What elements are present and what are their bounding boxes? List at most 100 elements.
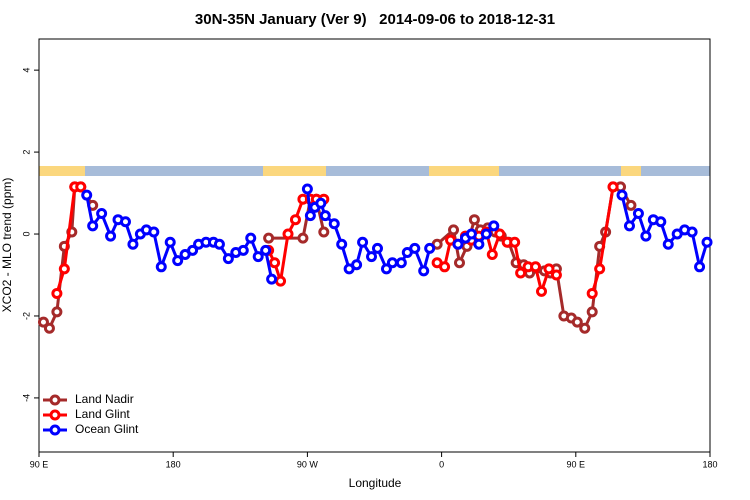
x-tick-label: 180 xyxy=(702,459,717,469)
data-point xyxy=(550,269,562,281)
data-point xyxy=(453,257,465,269)
data-point xyxy=(297,232,309,244)
data-point xyxy=(395,257,407,269)
data-point xyxy=(119,216,131,228)
data-point xyxy=(586,306,598,318)
data-point xyxy=(336,238,348,250)
data-point xyxy=(237,244,249,256)
x-tick-label: 0 xyxy=(439,459,444,469)
data-point xyxy=(625,199,637,211)
series xyxy=(37,181,637,334)
x-tick-label: 90 E xyxy=(567,459,586,469)
series xyxy=(81,183,713,285)
land-band xyxy=(429,166,499,176)
legend-label: Ocean Glint xyxy=(75,422,139,436)
data-point xyxy=(245,232,257,244)
data-point xyxy=(172,255,184,267)
data-point xyxy=(494,228,506,240)
data-point xyxy=(51,306,63,318)
y-tick-label: 4 xyxy=(21,68,31,73)
data-point xyxy=(289,214,301,226)
data-point xyxy=(418,265,430,277)
data-point xyxy=(530,261,542,273)
data-point xyxy=(148,226,160,238)
series-line xyxy=(42,185,94,331)
data-point xyxy=(380,263,392,275)
data-point xyxy=(607,181,619,193)
x-tick-label: 180 xyxy=(166,459,181,469)
data-point xyxy=(616,189,628,201)
data-point xyxy=(694,261,706,273)
data-point xyxy=(263,232,275,244)
data-point xyxy=(351,259,363,271)
data-point xyxy=(536,285,548,297)
land-mask xyxy=(39,166,710,176)
y-tick-label: -2 xyxy=(21,312,31,320)
y-tick-label: 2 xyxy=(21,150,31,155)
data-point xyxy=(58,263,70,275)
y-tick-label: 0 xyxy=(21,232,31,237)
data-point xyxy=(579,322,591,334)
data-point xyxy=(269,257,281,269)
data-point xyxy=(43,322,55,334)
land-band xyxy=(39,166,85,176)
data-point xyxy=(509,236,521,248)
data-point xyxy=(252,251,264,263)
data-point xyxy=(465,228,477,240)
x-tick-label: 90 E xyxy=(30,459,49,469)
chart-title: 30N-35N January (Ver 9) 2014-09-06 to 20… xyxy=(195,11,555,28)
data-point xyxy=(515,267,527,279)
data-point xyxy=(640,230,652,242)
data-point xyxy=(480,228,492,240)
data-point xyxy=(366,251,378,263)
data-point xyxy=(105,230,117,242)
data-point xyxy=(357,236,369,248)
data-point xyxy=(275,275,287,287)
data-point xyxy=(543,263,555,275)
data-point xyxy=(424,242,436,254)
data-point xyxy=(468,214,480,226)
data-point xyxy=(222,253,234,265)
x-axis-label: Longitude xyxy=(349,476,402,490)
ocean-band xyxy=(39,166,710,176)
data-point xyxy=(371,242,383,254)
data-point xyxy=(75,181,87,193)
data-point xyxy=(439,261,451,273)
data-point xyxy=(486,249,498,261)
legend-marker xyxy=(49,394,61,406)
legend-label: Land Nadir xyxy=(75,392,134,406)
data-point xyxy=(260,244,272,256)
data-point xyxy=(571,316,583,328)
data-point xyxy=(701,236,713,248)
data-point xyxy=(386,257,398,269)
y-axis-label: XCO2 - MLO trend (ppm) xyxy=(0,178,14,313)
data-point xyxy=(318,226,330,238)
data-point xyxy=(409,242,421,254)
data-point xyxy=(632,208,644,220)
data-point xyxy=(87,220,99,232)
data-point xyxy=(623,220,635,232)
data-point xyxy=(213,238,225,250)
data-point xyxy=(452,238,464,250)
data-point xyxy=(586,287,598,299)
data-point xyxy=(266,273,278,285)
data-point xyxy=(301,183,313,195)
data-point xyxy=(127,238,139,250)
data-point xyxy=(304,210,316,222)
data-point xyxy=(51,287,63,299)
data-point xyxy=(315,197,327,209)
data-point xyxy=(187,244,199,256)
data-point xyxy=(282,228,294,240)
data-point xyxy=(686,226,698,238)
data-point xyxy=(473,238,485,250)
legend-label: Land Glint xyxy=(75,407,130,421)
data-point xyxy=(594,263,606,275)
legend-marker xyxy=(49,409,61,421)
data-point xyxy=(37,316,49,328)
data-point xyxy=(662,238,674,250)
data-point xyxy=(319,210,331,222)
x-tick-label: 90 W xyxy=(297,459,319,469)
data-point xyxy=(655,216,667,228)
